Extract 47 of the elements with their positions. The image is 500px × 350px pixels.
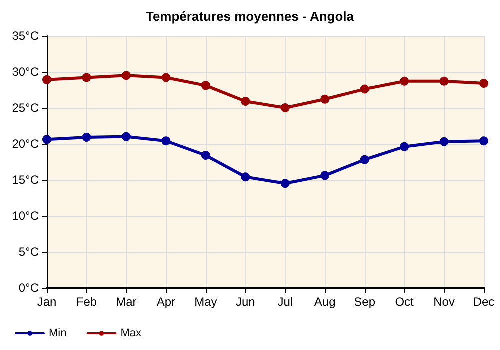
point xyxy=(400,76,410,86)
x-tick-label: Jun xyxy=(236,295,256,309)
point xyxy=(320,171,330,180)
point xyxy=(480,79,488,88)
point xyxy=(201,151,210,160)
point xyxy=(400,142,410,152)
point xyxy=(82,133,92,142)
point xyxy=(360,84,370,94)
point xyxy=(201,81,210,90)
point xyxy=(280,104,290,112)
point xyxy=(440,76,449,86)
x-tick-label: Nov xyxy=(434,295,455,309)
x-tick-label: Apr xyxy=(156,295,176,309)
point xyxy=(42,75,52,84)
y-tick-label: 25°C xyxy=(12,101,40,115)
point xyxy=(162,73,171,82)
x-tick-label: Sep xyxy=(354,295,376,309)
point xyxy=(320,94,330,104)
legend-label: Min xyxy=(49,328,67,340)
chart-title: Températures moyennes - Angola xyxy=(146,9,355,24)
point xyxy=(122,71,131,80)
x-tick-label: Jan xyxy=(37,295,57,309)
point xyxy=(122,132,131,142)
y-tick-label: 10°C xyxy=(12,209,40,223)
point xyxy=(480,136,488,146)
x-tick-label: May xyxy=(194,295,218,309)
legend-label: Max xyxy=(120,328,142,340)
y-tick-label: 30°C xyxy=(12,65,40,79)
point xyxy=(82,73,92,82)
point xyxy=(360,155,370,164)
point xyxy=(280,179,290,188)
x-tick-label: Dec xyxy=(473,295,495,309)
point xyxy=(42,135,52,144)
point xyxy=(241,172,250,182)
point xyxy=(162,136,171,146)
y-tick-label: 20°C xyxy=(12,137,40,151)
y-tick-label: 5°C xyxy=(18,245,40,259)
y-tick-label: 35°C xyxy=(12,29,40,43)
point xyxy=(440,137,449,146)
y-tick-label: 15°C xyxy=(12,173,40,187)
x-tick-label: Oct xyxy=(395,295,415,309)
x-tick-label: Feb xyxy=(76,295,98,309)
x-tick-label: Aug xyxy=(314,295,336,309)
x-tick-label: Jul xyxy=(278,295,294,309)
point xyxy=(241,97,250,106)
x-tick-label: Mar xyxy=(116,295,137,309)
y-tick-label: 0°C xyxy=(18,281,40,295)
